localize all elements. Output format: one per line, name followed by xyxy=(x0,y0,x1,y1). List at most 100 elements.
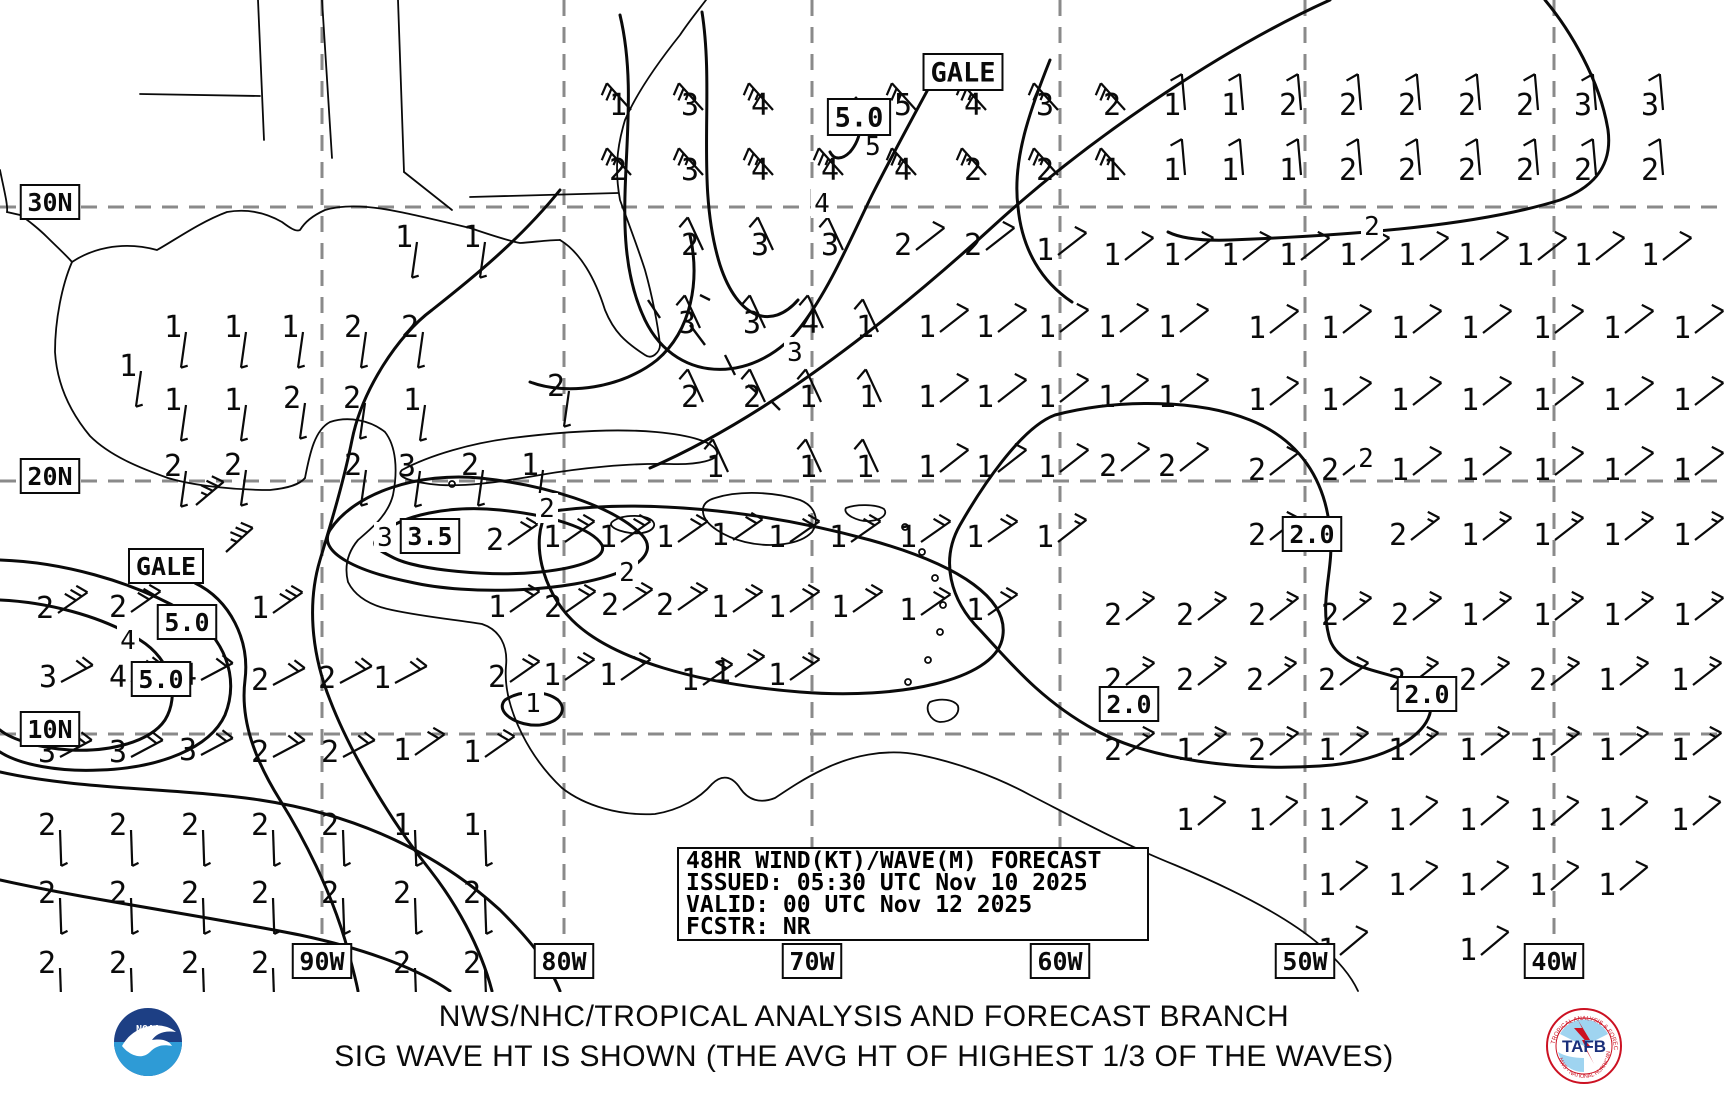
wind-barb-feather xyxy=(807,513,821,523)
wind-barb-staff xyxy=(1624,516,1655,541)
wind-barb-staff xyxy=(677,520,709,543)
wind-barb-staff xyxy=(1184,236,1215,261)
wave-height-value: 2 xyxy=(164,449,182,484)
wind-barb-feather xyxy=(818,216,829,228)
wind-barb-staff xyxy=(272,739,306,758)
wave-height-value: 1 xyxy=(251,591,269,626)
wind-barb-staff xyxy=(711,438,729,473)
wave-height-value: 2 xyxy=(321,735,339,770)
wave-height-value: 2 xyxy=(1641,153,1659,188)
wave-height-value: 1 xyxy=(711,590,729,625)
wave-height-value: 1 xyxy=(463,735,481,770)
wind-barb-feather xyxy=(69,588,83,598)
wind-barb-feather xyxy=(750,511,764,521)
wind-barb-feather xyxy=(746,652,760,662)
wind-barb-feather xyxy=(1014,372,1027,381)
wave-height-value: 2 xyxy=(1398,153,1416,188)
island-dot xyxy=(936,628,944,636)
wind-barb-feather xyxy=(180,364,189,369)
wind-barb-feather xyxy=(415,861,424,867)
contour-digit-mask xyxy=(374,522,396,552)
wind-barb-staff xyxy=(987,520,1019,543)
wave-height-value: 1 xyxy=(395,220,413,255)
wind-barb-feather xyxy=(890,88,898,101)
wind-barb-staff xyxy=(129,967,134,1005)
wind-barb-feather xyxy=(695,581,709,591)
wave-height-value: 1 xyxy=(711,518,729,553)
wind-barb-staff xyxy=(1554,451,1585,476)
wind-barb-staff xyxy=(201,967,206,1005)
wind-barb-feather xyxy=(1499,303,1512,312)
wind-barb-feather xyxy=(1201,230,1214,239)
wind-barb-feather xyxy=(1359,597,1367,604)
wind-barb-feather xyxy=(967,158,973,166)
wave-height-value: 1 xyxy=(1459,803,1477,838)
contour-value-label: 3 xyxy=(787,338,803,368)
wind-barb-feather xyxy=(131,929,140,935)
wind-barb-staff xyxy=(200,662,234,681)
wind-barb-feather xyxy=(527,653,541,663)
wave-height-value: 1 xyxy=(1461,453,1479,488)
wind-barb-staff xyxy=(1269,451,1300,476)
wind-barb-feather xyxy=(151,731,164,741)
wind-barb-feather xyxy=(938,513,952,523)
wind-barb-feather xyxy=(1039,158,1045,166)
wave-height-value: 1 xyxy=(1461,518,1479,553)
wind-barb-feather xyxy=(221,729,234,739)
wind-barb-feather xyxy=(1356,662,1364,669)
wind-barb-feather xyxy=(754,158,760,166)
wind-barb-feather xyxy=(1567,725,1580,734)
gale-wind-barb-feather xyxy=(240,521,254,529)
wind-barb-staff xyxy=(1125,731,1156,756)
wind-barb-staff xyxy=(60,664,94,683)
wind-barb-staff xyxy=(130,590,162,613)
wave-height-value: 2 xyxy=(1176,598,1194,633)
wave-height-value: 3 xyxy=(821,228,839,263)
wind-barb-feather xyxy=(748,216,759,228)
wave-height-value: 4 xyxy=(894,153,912,188)
wind-barb-staff xyxy=(961,147,987,176)
wind-wave-chart-canvas: 1 3 4 5 4 3 2 1 1 2 2 2 2 2 3 32 3 4 4 4 2 2 1 1 1 1 2 2 2 2 2 21 1 2 3 3 2 2… xyxy=(0,0,1728,1005)
wind-barb-feather xyxy=(1136,372,1149,381)
wind-barb-staff xyxy=(1342,309,1373,334)
wave-height-value: 1 xyxy=(599,520,617,555)
wind-barb-staff xyxy=(413,897,418,935)
wind-barb-feather xyxy=(632,655,646,665)
wind-barb-feather xyxy=(426,730,440,740)
wave-height-value: 1 xyxy=(799,380,817,415)
wind-barb-staff xyxy=(1238,74,1245,111)
wind-barb-feather xyxy=(638,651,652,661)
island-dot xyxy=(904,678,912,686)
wind-barb-feather xyxy=(960,153,968,166)
wind-barb-staff xyxy=(1179,378,1210,403)
wave-height-value: 1 xyxy=(768,520,786,555)
wind-barb-staff xyxy=(179,404,188,441)
island-dot xyxy=(939,601,947,609)
wave-height-value: 1 xyxy=(918,450,936,485)
wind-barb-feather xyxy=(612,93,618,101)
wind-barb-staff xyxy=(1658,139,1665,176)
coastline-path xyxy=(139,93,261,97)
wind-barb-feather xyxy=(1635,795,1649,803)
wave-height-value: 2 xyxy=(393,946,411,981)
gale-wind-barb-feather xyxy=(230,538,238,543)
wave-height-value: 2 xyxy=(321,876,339,911)
wind-barb-staff xyxy=(1409,731,1440,756)
wave-contour xyxy=(0,878,452,993)
wind-barb-feather xyxy=(1465,138,1478,147)
wind-barb-feather xyxy=(1346,73,1359,82)
wind-barb-staff xyxy=(57,591,89,614)
wind-barb-feather xyxy=(1641,510,1654,519)
wind-barb-feather xyxy=(1074,225,1087,234)
wind-barb-staff xyxy=(1197,731,1228,756)
wave-max-label: 5.0 xyxy=(164,608,209,637)
wind-barb-staff xyxy=(1180,139,1187,176)
wave-contour xyxy=(326,475,649,592)
wind-barb-staff xyxy=(1694,451,1725,476)
wind-barb-staff xyxy=(997,308,1028,333)
wave-height-value: 1 xyxy=(1279,153,1297,188)
wind-barb-feather xyxy=(1106,158,1112,166)
wind-barb-staff xyxy=(789,520,821,543)
wind-barb-feather xyxy=(81,656,94,666)
wind-barb-feather xyxy=(415,657,428,667)
